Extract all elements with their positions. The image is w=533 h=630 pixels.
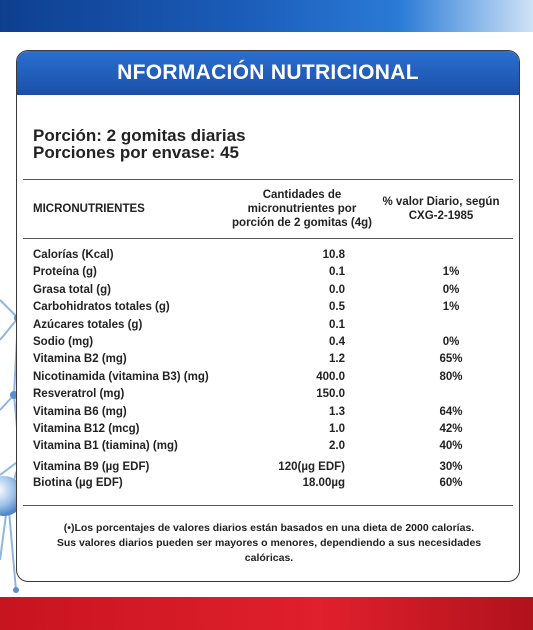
nutrient-name: Resveratrol (mg) xyxy=(33,388,125,401)
nutrient-name: Nicotinamida (vitamina B3) (mg) xyxy=(33,370,209,383)
table-row: Vitamina B2 (mg) 1.2 65% xyxy=(33,353,503,370)
nutrient-name: Vitamina B1 (tiamina) (mg) xyxy=(33,440,178,453)
table-row: Sodio (mg) 0.4 0% xyxy=(33,336,503,353)
table-row: Vitamina B1 (tiamina) (mg) 2.0 40% xyxy=(33,440,503,457)
nutrient-name: Vitamina B2 (mg) xyxy=(33,353,127,366)
card-title: NFORMACIÓN NUTRICIONAL xyxy=(117,61,419,84)
nutrient-name: Vitamina B6 (mg) xyxy=(33,405,127,418)
nutrient-percent: 0% xyxy=(442,283,460,296)
nutrient-amount: 2.0 xyxy=(329,440,345,453)
column-header-quantity-line1: Cantidades de xyxy=(262,189,342,201)
nutrient-amount: 18.00µg xyxy=(302,476,345,489)
nutrient-amount: 1.0 xyxy=(329,422,345,435)
column-header-micronutrients: MICRONUTRIENTES xyxy=(33,203,145,215)
table-row: Vitamina B9 (µg EDF) 120(µg EDF) 30% xyxy=(33,461,503,477)
table-row: Nicotinamida (vitamina B3) (mg) 400.0 80% xyxy=(33,371,503,388)
nutrient-name: Proteína (g) xyxy=(33,266,97,279)
column-header-quantity: Cantidades de micronutrientes por porció… xyxy=(217,188,387,230)
column-header-percent-line2: CXG-2-1985 xyxy=(408,210,474,222)
table-row: Azúcares totales (g) 0.1 xyxy=(33,319,503,336)
nutrient-percent: 42% xyxy=(439,422,463,435)
table-row: Carbohidratos totales (g) 0.5 1% xyxy=(33,301,503,318)
servings-per-container: Porciones por envase: 45 xyxy=(33,143,239,162)
table-row: Proteína (g) 0.1 1% xyxy=(33,266,503,283)
nutrient-table: Calorías (Kcal) 10.8 Proteína (g) 0.1 1% Gr… xyxy=(33,249,503,493)
table-row: Resveratrol (mg) 150.0 xyxy=(33,388,503,405)
column-header-percent-line1: % valor Diario, según xyxy=(382,196,500,208)
column-header-quantity-line3: porción de 2 gomitas (4g) xyxy=(232,217,372,229)
table-row: Grasa total (g) 0.0 0% xyxy=(33,284,503,301)
table-row: Biotina (µg EDF) 18.00µg 60% xyxy=(33,477,503,493)
nutrition-card: NFORMACIÓN NUTRICIONAL Porción: 2 gomita… xyxy=(16,50,520,582)
nutrient-percent: 40% xyxy=(439,440,463,453)
nutrient-amount: 0.1 xyxy=(329,266,345,279)
nutrient-name: Azúcares totales (g) xyxy=(33,318,143,331)
nutrient-name: Carbohidratos totales (g) xyxy=(33,301,170,314)
nutrient-amount: 400.0 xyxy=(316,370,345,383)
nutrient-amount: 150.0 xyxy=(316,388,345,401)
nutrient-percent: 80% xyxy=(439,370,463,383)
column-header-quantity-line2: micronutrientes por xyxy=(247,203,357,215)
nutrient-percent: 65% xyxy=(439,353,463,366)
footnote-line1: (•)Los porcentajes de valores diarios es… xyxy=(63,522,475,534)
table-row: Calorías (Kcal) 10.8 xyxy=(33,249,503,266)
portion-info: Porción: 2 gomitas diarias Porciones por… xyxy=(33,127,246,161)
nutrient-amount: 0.0 xyxy=(329,283,345,296)
nutrient-name: Sodio (mg) xyxy=(33,335,94,348)
portion-size: Porción: 2 gomitas diarias xyxy=(33,126,246,145)
top-blue-band xyxy=(0,0,533,32)
footnote: (•)Los porcentajes de valores diarios es… xyxy=(37,521,501,566)
nutrient-percent: 64% xyxy=(439,405,463,418)
nutrient-percent: 1% xyxy=(442,301,460,314)
divider-header xyxy=(23,238,513,239)
card-header: NFORMACIÓN NUTRICIONAL xyxy=(17,51,519,95)
nutrient-amount: 0.4 xyxy=(329,335,345,348)
column-header-percent: % valor Diario, según CXG-2-1985 xyxy=(371,195,511,223)
nutrient-amount: 1.3 xyxy=(329,405,345,418)
nutrient-percent: 1% xyxy=(442,266,460,279)
nutrient-name: Grasa total (g) xyxy=(33,283,111,296)
nutrient-amount: 120(µg EDF) xyxy=(278,460,345,473)
divider-footnote xyxy=(23,505,513,506)
nutrient-amount: 10.8 xyxy=(322,249,345,261)
nutrient-name: Vitamina B9 (µg EDF) xyxy=(33,460,150,473)
nutrient-name: Biotina (µg EDF) xyxy=(33,476,123,489)
table-row: Vitamina B12 (mcg) 1.0 42% xyxy=(33,423,503,440)
nutrient-amount: 1.2 xyxy=(329,353,345,366)
footnote-line2: Sus valores diarios pueden ser mayores o… xyxy=(56,537,482,549)
nutrient-percent: 0% xyxy=(442,335,460,348)
nutrient-name: Vitamina B12 (mcg) xyxy=(33,422,140,435)
bottom-red-band xyxy=(0,597,533,630)
divider-top xyxy=(23,179,513,180)
nutrient-percent: 60% xyxy=(439,476,463,489)
nutrient-percent: 30% xyxy=(439,460,463,473)
nutrient-amount: 0.5 xyxy=(329,301,345,314)
footnote-line3: calóricas. xyxy=(244,552,294,564)
table-row: Vitamina B6 (mg) 1.3 64% xyxy=(33,406,503,423)
nutrient-amount: 0.1 xyxy=(329,318,345,331)
nutrient-name: Calorías (Kcal) xyxy=(33,249,114,261)
